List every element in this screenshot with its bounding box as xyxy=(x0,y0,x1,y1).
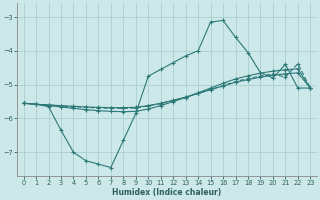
X-axis label: Humidex (Indice chaleur): Humidex (Indice chaleur) xyxy=(112,188,221,197)
